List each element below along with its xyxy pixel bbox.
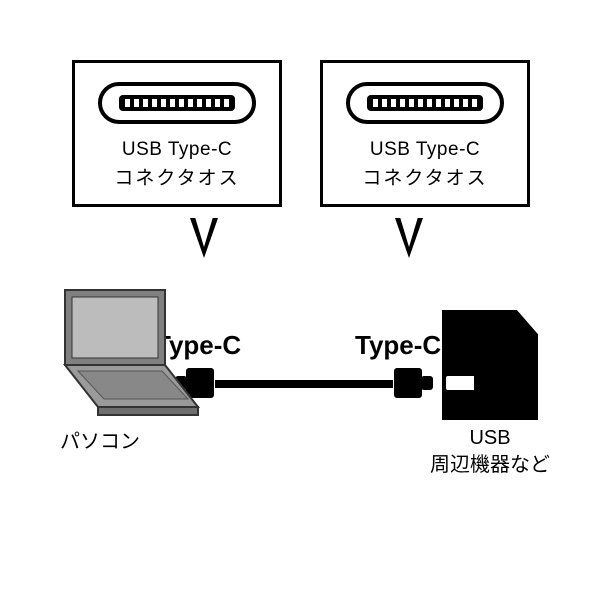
cable-right-label: Type-C bbox=[355, 330, 441, 361]
cable-plug-right bbox=[394, 368, 433, 398]
laptop-icon bbox=[50, 285, 200, 420]
laptop-label: パソコン bbox=[60, 425, 140, 454]
device-label-line2: 周辺機器など bbox=[430, 454, 550, 476]
callout-left: USB Type-C コネクタオス bbox=[72, 60, 282, 207]
callout-left-title: USB Type-C bbox=[85, 139, 269, 161]
callout-right-subtitle: コネクタオス bbox=[333, 163, 517, 190]
callout-left-pointer bbox=[190, 218, 218, 258]
callout-right-title: USB Type-C bbox=[333, 139, 517, 161]
usb-c-cable bbox=[175, 368, 433, 400]
usb-peripheral-label: USB 周辺機器など bbox=[430, 425, 550, 479]
callout-right-pointer bbox=[395, 218, 423, 258]
device-label-line1: USB bbox=[469, 427, 510, 449]
usb-c-connector-icon bbox=[97, 81, 257, 125]
usb-peripheral-port bbox=[446, 376, 474, 390]
callout-left-subtitle: コネクタオス bbox=[85, 163, 269, 190]
cable-wire bbox=[215, 380, 393, 388]
usb-c-connector-icon bbox=[345, 81, 505, 125]
callout-right: USB Type-C コネクタオス bbox=[320, 60, 530, 207]
usb-peripheral-icon bbox=[442, 310, 538, 420]
